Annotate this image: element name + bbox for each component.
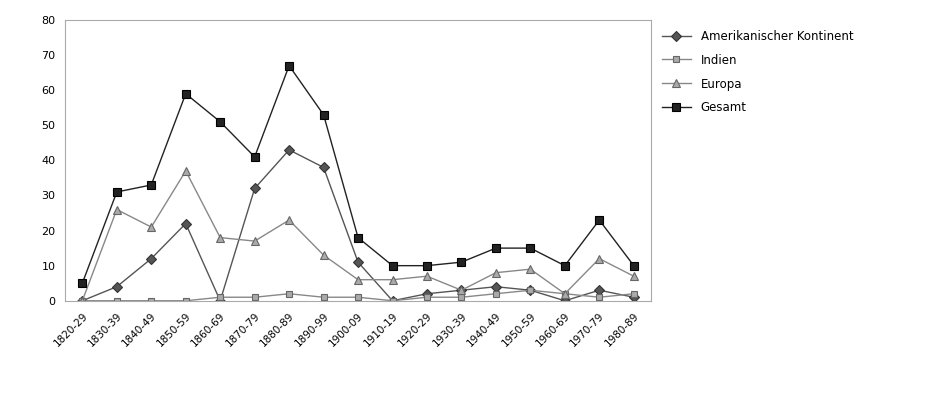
Europa [628, 274, 639, 279]
Europa [352, 277, 364, 282]
Indien [559, 291, 570, 296]
Line: Europa: Europa [78, 167, 638, 305]
Europa [215, 235, 226, 240]
Europa [559, 291, 570, 296]
Gesamt [77, 281, 88, 286]
Amerikanischer Kontinent [180, 221, 192, 226]
Line: Gesamt: Gesamt [78, 61, 638, 288]
Legend: Amerikanischer Kontinent, Indien, Europa, Gesamt: Amerikanischer Kontinent, Indien, Europa… [657, 26, 857, 119]
Europa [112, 207, 123, 212]
Amerikanischer Kontinent [490, 284, 501, 289]
Europa [284, 218, 295, 223]
Amerikanischer Kontinent [559, 298, 570, 303]
Gesamt [421, 263, 432, 268]
Europa [180, 168, 192, 173]
Gesamt [215, 119, 226, 124]
Indien [525, 288, 536, 293]
Gesamt [352, 235, 364, 240]
Gesamt [387, 263, 398, 268]
Indien [180, 298, 192, 303]
Indien [318, 295, 329, 300]
Europa [593, 256, 604, 261]
Line: Indien: Indien [79, 287, 637, 304]
Amerikanischer Kontinent [318, 165, 329, 170]
Europa [318, 253, 329, 257]
Indien [249, 295, 260, 300]
Gesamt [146, 182, 157, 187]
Indien [77, 298, 88, 303]
Gesamt [284, 63, 295, 68]
Amerikanischer Kontinent [112, 284, 123, 289]
Line: Amerikanischer Kontinent: Amerikanischer Kontinent [79, 146, 637, 304]
Amerikanischer Kontinent [284, 148, 295, 152]
Amerikanischer Kontinent [593, 288, 604, 293]
Amerikanischer Kontinent [628, 295, 639, 300]
Amerikanischer Kontinent [456, 288, 467, 293]
Gesamt [490, 246, 501, 251]
Amerikanischer Kontinent [525, 288, 536, 293]
Amerikanischer Kontinent [421, 291, 432, 296]
Gesamt [180, 91, 192, 96]
Gesamt [525, 246, 536, 251]
Gesamt [593, 218, 604, 223]
Gesamt [559, 263, 570, 268]
Amerikanischer Kontinent [146, 256, 157, 261]
Indien [387, 298, 398, 303]
Amerikanischer Kontinent [249, 186, 260, 191]
Europa [387, 277, 398, 282]
Indien [215, 295, 226, 300]
Indien [112, 298, 123, 303]
Europa [421, 274, 432, 279]
Indien [146, 298, 157, 303]
Indien [628, 291, 639, 296]
Indien [352, 295, 364, 300]
Europa [525, 267, 536, 271]
Amerikanischer Kontinent [387, 298, 398, 303]
Gesamt [112, 190, 123, 194]
Europa [77, 298, 88, 303]
Amerikanischer Kontinent [215, 298, 226, 303]
Indien [456, 295, 467, 300]
Europa [146, 225, 157, 229]
Indien [490, 291, 501, 296]
Indien [593, 295, 604, 300]
Gesamt [456, 260, 467, 265]
Europa [456, 288, 467, 293]
Europa [490, 270, 501, 275]
Indien [421, 295, 432, 300]
Gesamt [249, 154, 260, 159]
Gesamt [628, 263, 639, 268]
Amerikanischer Kontinent [352, 260, 364, 265]
Gesamt [318, 112, 329, 117]
Indien [284, 291, 295, 296]
Europa [249, 239, 260, 243]
Amerikanischer Kontinent [77, 298, 88, 303]
